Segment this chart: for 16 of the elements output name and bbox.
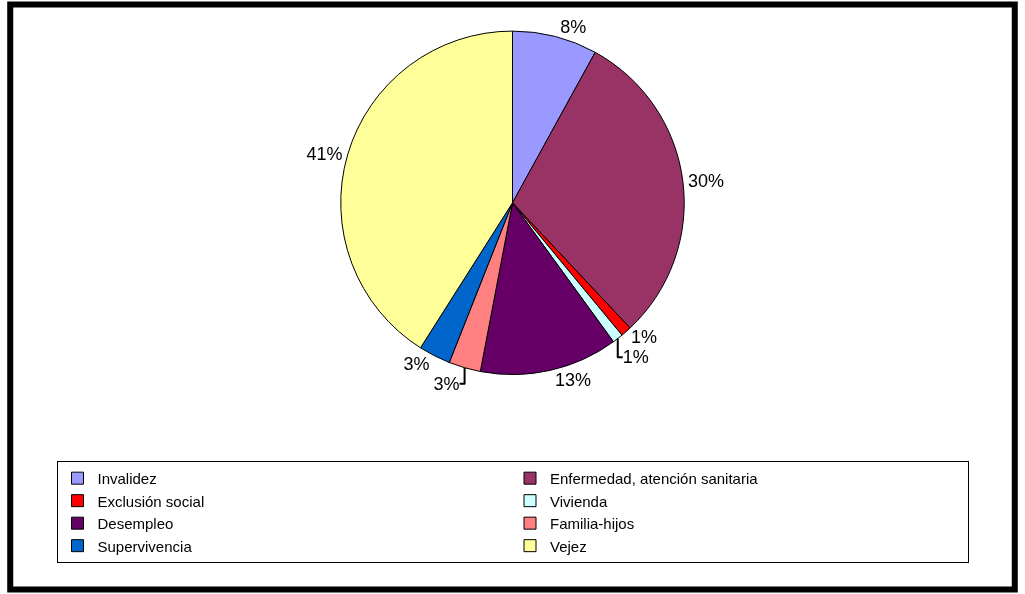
legend-label: Supervivencia [97,537,193,555]
legend-label: Familia-hijos [550,515,635,533]
data-label: 13% [554,369,591,390]
legend-label: Enfermedad, atención sanitaria [550,470,759,488]
data-label: 3% [433,373,460,394]
legend-label: Vivienda [550,492,608,510]
legend-label: Desempleo [97,515,174,533]
legend-label: Exclusión social [97,492,205,510]
data-label: 1% [631,327,658,348]
legend-label: Invalidez [97,470,157,488]
data-label: 8% [560,17,587,38]
data-label: 41% [306,144,343,165]
legend-label: Vejez [550,537,587,555]
data-label: 1% [622,347,649,368]
data-label: 3% [403,353,430,374]
data-label: 30% [687,171,724,192]
